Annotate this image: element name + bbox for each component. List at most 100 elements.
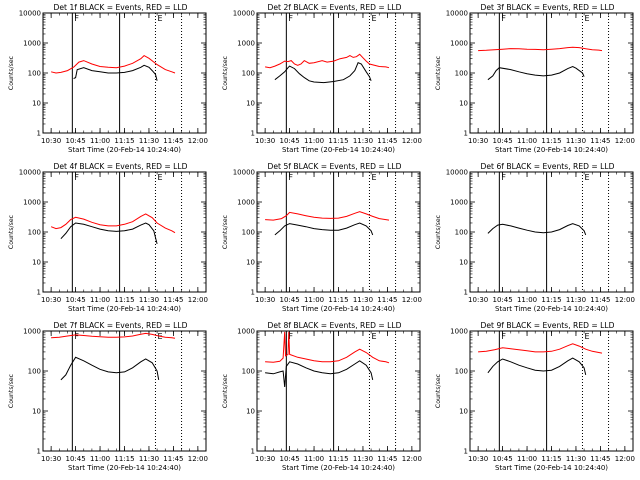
series-group	[478, 46, 603, 81]
y-tick-label: 1000	[237, 328, 255, 336]
x-tick-label: 10:30	[468, 455, 488, 463]
series-line-lld	[50, 213, 176, 234]
series-line-events	[60, 222, 158, 245]
x-tick-label: 10:30	[255, 296, 275, 304]
y-tick-label: 1	[251, 448, 255, 456]
y-tick-label: 10000	[233, 10, 255, 18]
series-group	[487, 223, 587, 236]
y-tick-label: 1000	[450, 199, 468, 207]
series-line-events	[487, 65, 585, 81]
x-tick-label: 11:30	[353, 296, 373, 304]
marker-label: E	[157, 14, 162, 23]
series-group	[265, 53, 390, 84]
panel-det-2: Det 2f BLACK = Events, RED = LLD Counts/s…	[222, 3, 422, 154]
x-tick-label: 10:45	[280, 296, 300, 304]
plot-frame	[469, 171, 634, 293]
panel-det-4: Det 4f BLACK = Events, RED = LLD Counts/s…	[8, 162, 208, 313]
plot-frame	[256, 330, 421, 452]
x-tick-label: 11:00	[304, 137, 324, 145]
x-tick-label: 10:45	[280, 137, 300, 145]
x-tick-label: 11:00	[517, 455, 537, 463]
x-tick-label: 11:15	[328, 455, 348, 463]
y-axis-label: Counts/sec	[435, 373, 442, 408]
y-tick-label: 10	[459, 259, 468, 267]
marker-label: E	[157, 173, 162, 182]
marker-label: E	[371, 14, 376, 23]
x-tick-label: 11:45	[590, 455, 610, 463]
x-tick-label: 11:15	[328, 296, 348, 304]
y-tick-label: 10	[32, 259, 41, 267]
series-group	[51, 332, 176, 381]
y-tick-label: 100	[242, 368, 255, 376]
marker-label: F	[288, 14, 293, 23]
panel-det-6: Det 6f BLACK = Events, RED = LLD Counts/s…	[435, 162, 635, 313]
y-axis-label: Counts/sec	[8, 214, 15, 249]
marker-label: E	[584, 14, 589, 23]
x-tick-label: 11:00	[304, 296, 324, 304]
x-axis-label: Start Time (20-Feb-14 10:24:40)	[68, 146, 181, 154]
plot-frame	[256, 171, 421, 293]
marker-label: E	[371, 173, 376, 182]
marker-label: F	[501, 332, 506, 341]
x-tick-label: 11:00	[517, 296, 537, 304]
panel-det-7: Det 7f BLACK = Events, RED = LLD Counts/s…	[8, 321, 208, 472]
x-tick-label: 11:30	[139, 296, 159, 304]
y-tick-label: 1000	[23, 199, 41, 207]
x-axis-label: Start Time (20-Feb-14 10:24:40)	[68, 464, 181, 472]
panel-det-8: Det 8f BLACK = Events, RED = LLD Counts/s…	[222, 321, 422, 472]
y-axis-label: Counts/sec	[222, 55, 229, 90]
y-tick-label: 100	[242, 70, 255, 78]
x-tick-label: 11:30	[353, 455, 373, 463]
plot-frame	[42, 12, 207, 134]
y-tick-label: 10	[32, 100, 41, 108]
x-tick-label: 10:45	[280, 455, 300, 463]
y-tick-label: 100	[28, 229, 41, 237]
series-group	[50, 54, 176, 81]
x-tick-label: 11:45	[163, 455, 183, 463]
y-tick-label: 1	[464, 289, 468, 297]
panel-title: Det 7f BLACK = Events, RED = LLD	[54, 321, 188, 330]
plot-frame	[469, 330, 634, 452]
y-axis-label: Counts/sec	[222, 373, 229, 408]
y-axis-label: Counts/sec	[222, 214, 229, 249]
y-tick-label: 1	[464, 448, 468, 456]
series-group	[265, 331, 390, 387]
y-tick-label: 100	[455, 229, 468, 237]
x-tick-label: 12:00	[615, 137, 635, 145]
x-tick-label: 11:45	[163, 296, 183, 304]
x-axis-label: Start Time (20-Feb-14 10:24:40)	[495, 464, 608, 472]
x-tick-label: 10:30	[41, 455, 61, 463]
x-tick-label: 10:30	[468, 296, 488, 304]
x-tick-label: 11:30	[139, 137, 159, 145]
x-tick-label: 12:00	[402, 296, 422, 304]
y-tick-label: 100	[28, 70, 41, 78]
y-tick-label: 1	[464, 130, 468, 138]
series-line-lld	[50, 54, 176, 74]
marker-label: E	[371, 332, 376, 341]
x-tick-label: 10:30	[468, 137, 488, 145]
x-tick-label: 10:45	[66, 296, 86, 304]
y-axis-label: Counts/sec	[8, 373, 15, 408]
y-tick-label: 10	[246, 100, 255, 108]
series-line-lld	[478, 46, 603, 52]
series-line-lld	[265, 331, 390, 364]
y-tick-label: 1000	[237, 40, 255, 48]
x-tick-label: 11:30	[566, 455, 586, 463]
x-tick-label: 12:00	[615, 455, 635, 463]
marker-label: E	[584, 332, 589, 341]
panel-title: Det 2f BLACK = Events, RED = LLD	[268, 3, 402, 12]
x-axis-label: Start Time (20-Feb-14 10:24:40)	[282, 464, 395, 472]
marker-label: E	[584, 173, 589, 182]
y-axis-label: Counts/sec	[435, 55, 442, 90]
panel-title: Det 9f BLACK = Events, RED = LLD	[481, 321, 615, 330]
x-tick-label: 10:30	[41, 137, 61, 145]
x-tick-label: 11:45	[590, 296, 610, 304]
y-tick-label: 10000	[19, 10, 41, 18]
x-tick-label: 11:15	[114, 296, 134, 304]
x-tick-label: 10:45	[493, 137, 513, 145]
x-tick-label: 11:45	[163, 137, 183, 145]
y-tick-label: 10000	[446, 169, 468, 177]
x-axis-label: Start Time (20-Feb-14 10:24:40)	[282, 146, 395, 154]
plot-frame	[42, 330, 207, 452]
